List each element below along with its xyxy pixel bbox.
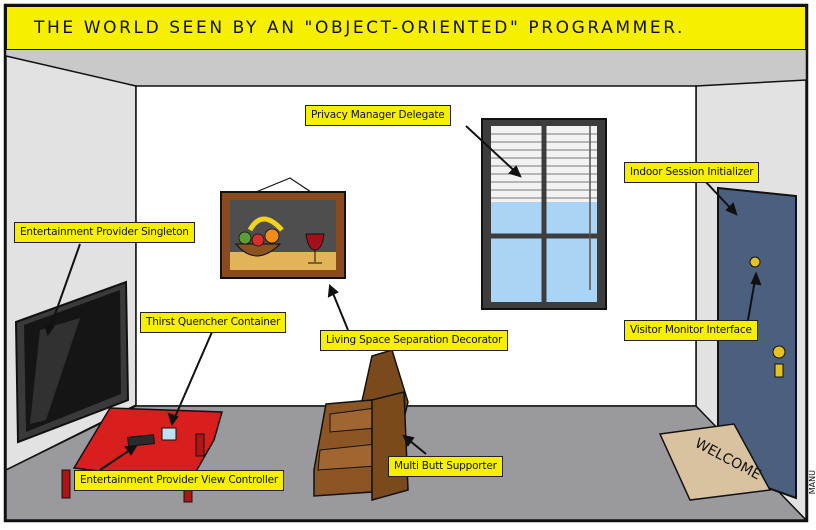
fruit-orange xyxy=(264,228,280,244)
painting-table xyxy=(230,252,336,270)
fruit-bowl xyxy=(234,243,282,257)
label-entertainment-provider-singleton: Entertainment Provider Singleton xyxy=(14,222,195,243)
label-thirst-quencher-container: Thirst Quencher Container xyxy=(140,312,287,333)
label-living-space-separation-decorator: Living Space Separation Decorator xyxy=(320,330,509,351)
doormat-shape xyxy=(658,423,772,501)
door-peephole xyxy=(749,256,761,268)
wine-glass xyxy=(305,233,325,251)
door xyxy=(717,186,797,500)
label-privacy-manager-delegate: Privacy Manager Delegate xyxy=(305,105,451,126)
artist-signature: MANU xyxy=(808,470,816,495)
label-entertainment-provider-view-controller: Entertainment Provider View Controller xyxy=(74,470,284,491)
fruit-apple xyxy=(251,233,265,247)
door-knob xyxy=(772,345,786,359)
remote-control xyxy=(127,434,156,447)
ceiling xyxy=(6,50,806,86)
tv-reflection xyxy=(30,318,80,424)
panel-border xyxy=(3,3,809,523)
comic-title: THE WORLD SEEN BY AN "OBJECT-ORIENTED" P… xyxy=(34,18,686,38)
pointer-arrows xyxy=(43,125,762,471)
label-multi-butt-supporter: Multi Butt Supporter xyxy=(388,456,503,477)
label-indoor-session-initializer: Indoor Session Initializer xyxy=(624,162,760,183)
fruit-pear xyxy=(238,231,252,245)
door-lock xyxy=(774,363,784,378)
fruit-banana xyxy=(247,216,284,232)
title-banner xyxy=(5,5,807,51)
water-glass xyxy=(161,427,177,441)
painting-wire xyxy=(255,177,312,193)
label-visitor-monitor-interface: Visitor Monitor Interface xyxy=(624,320,758,341)
sofa-arm xyxy=(371,391,409,501)
